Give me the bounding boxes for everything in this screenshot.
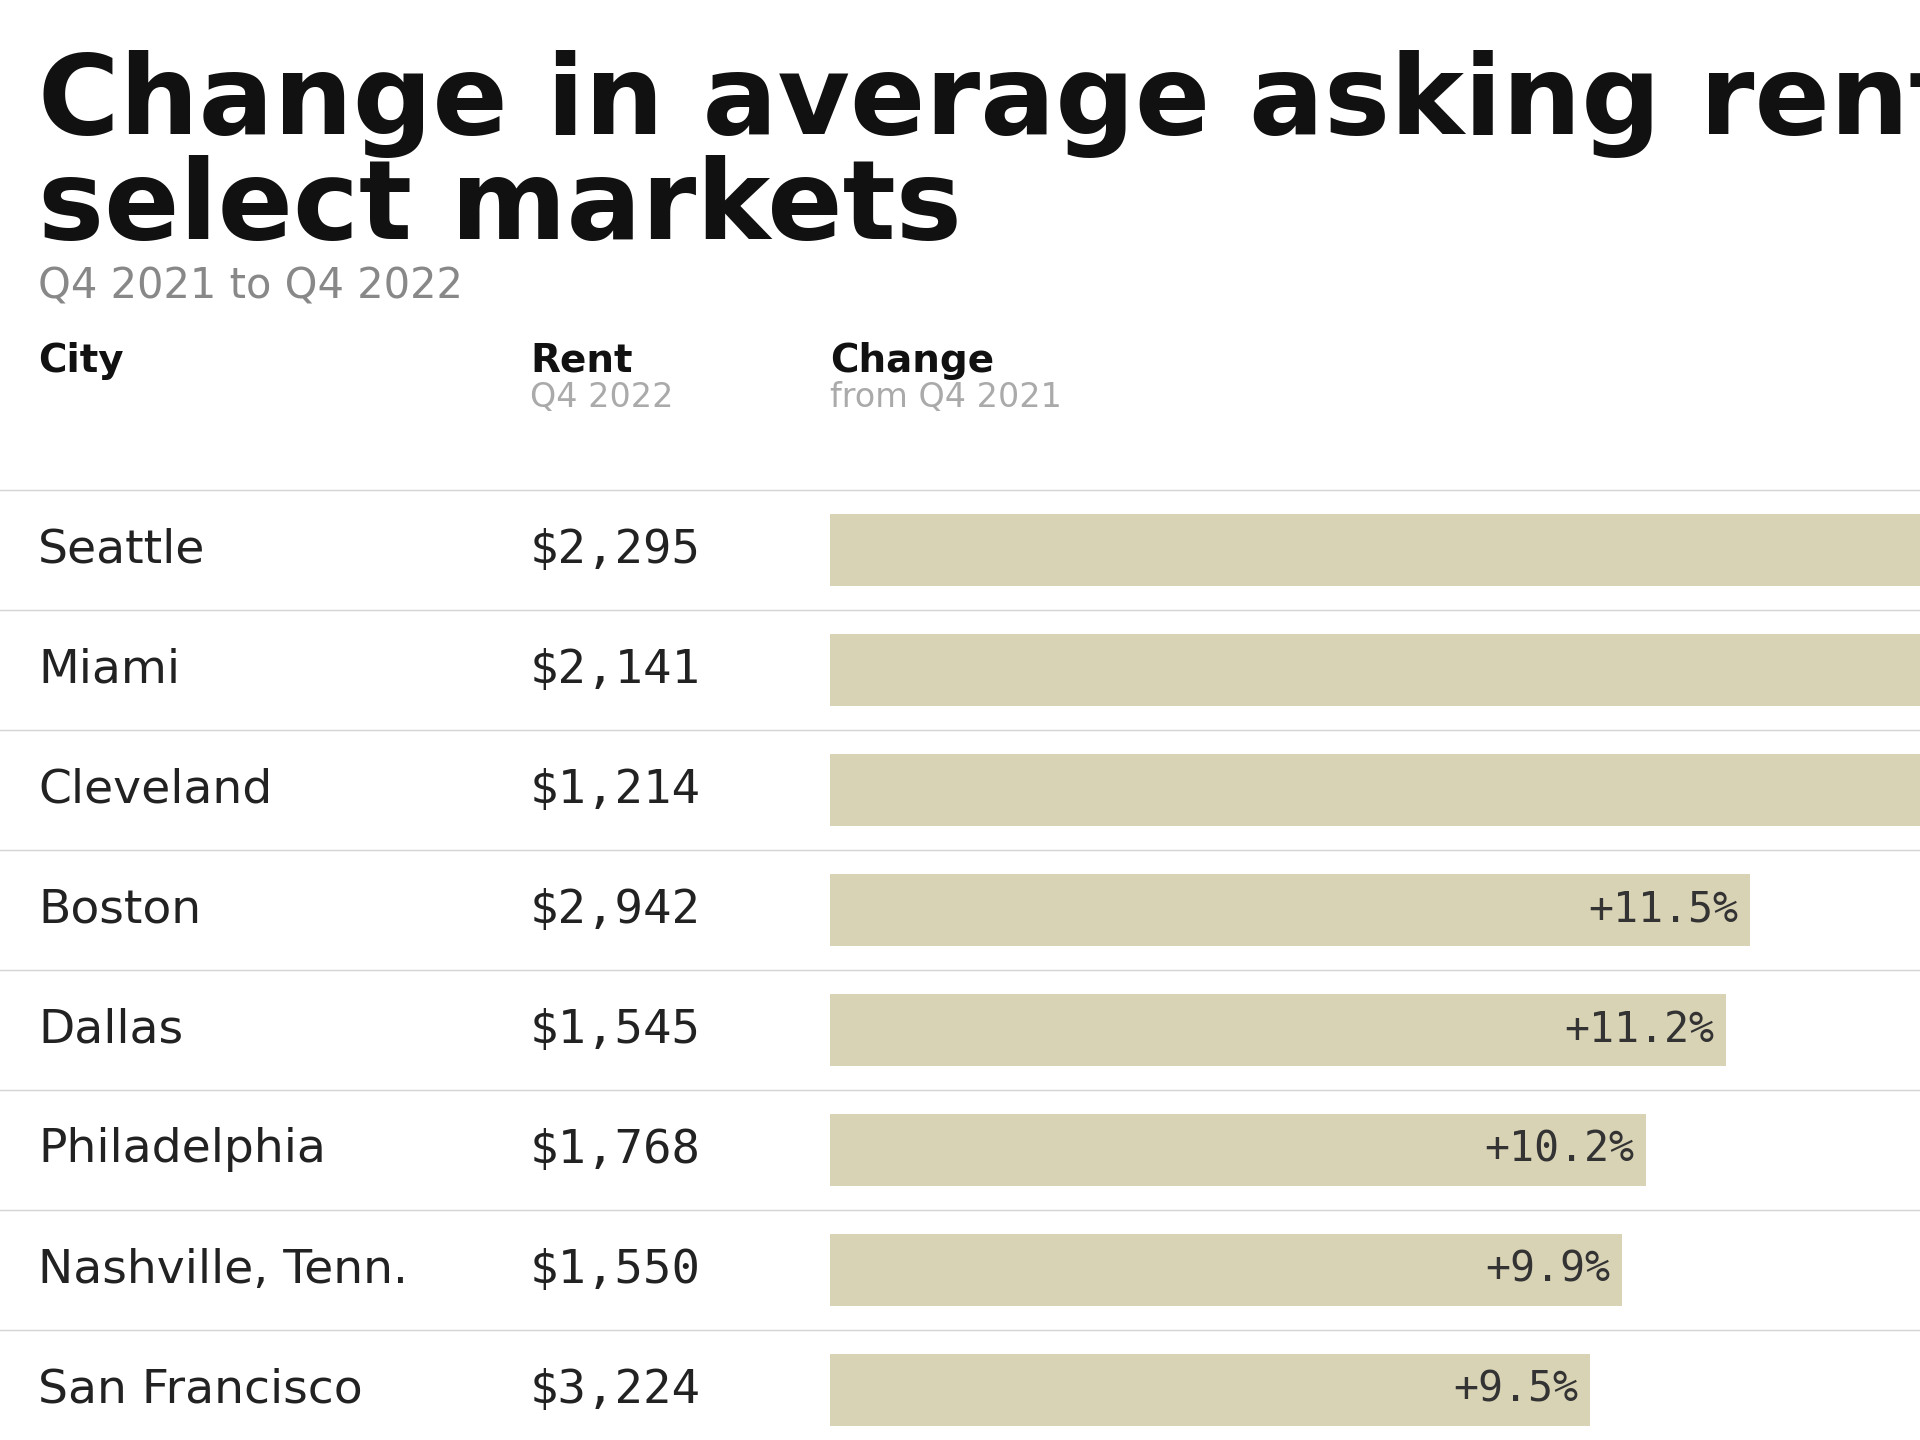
Text: Change in average asking rent for apartm: Change in average asking rent for apartm [38,50,1920,158]
Text: +11.2%: +11.2% [1565,1009,1715,1051]
Text: Boston: Boston [38,887,202,933]
Text: $1,214: $1,214 [530,768,701,812]
Text: Seattle: Seattle [38,527,205,573]
Text: Q4 2021 to Q4 2022: Q4 2021 to Q4 2022 [38,265,463,307]
Text: City: City [38,341,123,380]
Bar [829,1354,1590,1426]
Text: Rent: Rent [530,341,632,380]
Text: Cleveland: Cleveland [38,768,273,812]
Text: $3,224: $3,224 [530,1368,701,1413]
Text: $1,768: $1,768 [530,1128,701,1172]
Text: $1,550: $1,550 [530,1247,701,1293]
Bar [829,874,1749,946]
Text: $2,295: $2,295 [530,527,701,573]
Text: select markets: select markets [38,156,962,262]
Bar [829,1234,1622,1306]
Text: Miami: Miami [38,648,180,693]
Bar [829,1115,1645,1187]
Bar [829,514,1920,586]
Text: from Q4 2021: from Q4 2021 [829,382,1062,415]
Text: $1,545: $1,545 [530,1008,701,1053]
Bar [829,755,1920,827]
Text: Nashville, Tenn.: Nashville, Tenn. [38,1247,407,1293]
Text: Dallas: Dallas [38,1008,182,1053]
Text: $2,942: $2,942 [530,887,701,933]
Text: +9.5%: +9.5% [1453,1369,1578,1411]
Bar [829,994,1726,1066]
Bar [829,634,1920,706]
Text: +9.9%: +9.9% [1484,1248,1611,1292]
Text: Change: Change [829,341,995,380]
Text: San Francisco: San Francisco [38,1368,363,1413]
Text: $2,141: $2,141 [530,648,701,693]
Text: +10.2%: +10.2% [1484,1129,1634,1171]
Text: Philadelphia: Philadelphia [38,1128,326,1172]
Text: Q4 2022: Q4 2022 [530,382,674,415]
Text: +11.5%: +11.5% [1588,888,1738,932]
